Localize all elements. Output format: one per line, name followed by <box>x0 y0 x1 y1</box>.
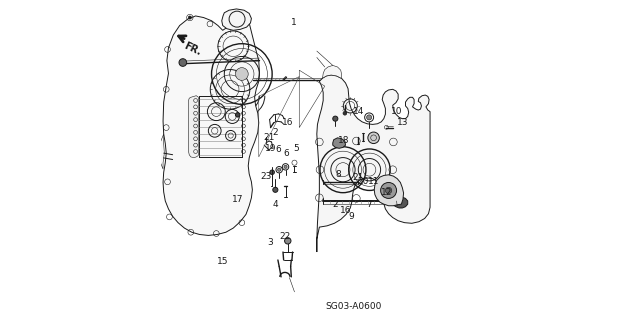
Text: FR.: FR. <box>182 41 203 57</box>
Circle shape <box>284 165 287 168</box>
Text: 16: 16 <box>282 118 294 127</box>
Circle shape <box>385 187 392 194</box>
Text: 18: 18 <box>337 136 349 145</box>
Circle shape <box>285 238 291 244</box>
Circle shape <box>273 187 278 192</box>
Circle shape <box>278 168 281 171</box>
Text: 21: 21 <box>352 173 364 182</box>
Text: 23: 23 <box>260 172 272 181</box>
Text: 7: 7 <box>366 200 372 209</box>
Polygon shape <box>221 9 252 30</box>
Text: 16: 16 <box>340 206 351 215</box>
Text: SG03-A0600: SG03-A0600 <box>325 302 381 311</box>
Circle shape <box>270 170 275 174</box>
Circle shape <box>368 132 380 144</box>
Circle shape <box>381 182 397 198</box>
Circle shape <box>333 116 338 121</box>
Circle shape <box>236 68 248 80</box>
Polygon shape <box>317 75 430 252</box>
Text: 15: 15 <box>217 257 228 266</box>
Text: 22: 22 <box>279 232 291 241</box>
Text: 12: 12 <box>381 189 392 197</box>
Text: 2: 2 <box>333 200 338 209</box>
Text: 5: 5 <box>293 144 299 153</box>
Circle shape <box>343 111 347 115</box>
Polygon shape <box>393 197 408 208</box>
Text: 13: 13 <box>397 118 408 127</box>
Polygon shape <box>159 134 164 169</box>
Text: 10: 10 <box>391 107 403 115</box>
Text: 3: 3 <box>268 238 273 247</box>
Text: 1: 1 <box>291 19 297 27</box>
Text: 9: 9 <box>348 212 354 221</box>
Text: 14: 14 <box>353 107 364 116</box>
Polygon shape <box>333 138 346 148</box>
Circle shape <box>179 59 187 66</box>
Text: 20: 20 <box>358 177 369 186</box>
Polygon shape <box>189 96 199 158</box>
Text: 6: 6 <box>276 145 282 154</box>
Text: 6: 6 <box>283 149 289 158</box>
Text: 21: 21 <box>263 133 275 142</box>
Polygon shape <box>374 175 404 206</box>
Text: 8: 8 <box>335 170 341 179</box>
Circle shape <box>236 113 240 117</box>
Polygon shape <box>163 16 259 235</box>
Polygon shape <box>323 65 342 78</box>
Circle shape <box>367 115 372 120</box>
Text: 4: 4 <box>273 200 278 209</box>
Text: 2: 2 <box>272 128 278 137</box>
Text: 11: 11 <box>368 177 380 186</box>
Text: 17: 17 <box>232 195 243 204</box>
Text: 19: 19 <box>265 144 276 153</box>
Circle shape <box>188 16 191 19</box>
